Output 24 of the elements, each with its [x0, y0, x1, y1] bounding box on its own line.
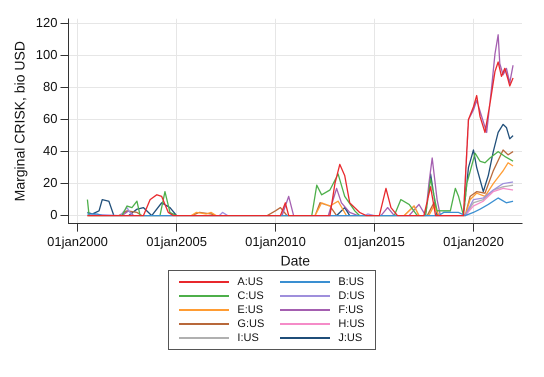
y-tick-label: 20: [43, 175, 58, 190]
y-tick-label: 120: [36, 15, 58, 30]
x-axis-title: Date: [280, 252, 310, 268]
legend-label: E:US: [237, 304, 264, 316]
legend-label: H:US: [338, 318, 365, 330]
x-tick-label: 01jan2020: [443, 234, 504, 249]
x-tick-label: 01jan2015: [344, 234, 405, 249]
legend-label: I:US: [237, 332, 259, 344]
legend-label: F:US: [338, 304, 364, 316]
x-tick-label: 01jan2010: [245, 234, 306, 249]
y-tick-label: 40: [43, 143, 58, 158]
legend-label: A:US: [237, 276, 264, 288]
x-tick-label: 01jan2000: [47, 234, 108, 249]
legend-label: D:US: [338, 290, 365, 302]
y-axis-title: Marginal CRISK, bio USD: [11, 41, 28, 202]
x-tick-label: 01jan2005: [146, 234, 207, 249]
legend-label: C:US: [237, 290, 264, 302]
y-tick-label: 80: [43, 79, 58, 94]
y-tick-label: 100: [36, 47, 58, 62]
legend-label: B:US: [338, 276, 364, 288]
y-tick-label: 0: [50, 207, 58, 222]
legend-label: G:US: [237, 318, 264, 330]
legend-label: J:US: [338, 332, 362, 344]
y-tick-label: 60: [43, 111, 58, 126]
